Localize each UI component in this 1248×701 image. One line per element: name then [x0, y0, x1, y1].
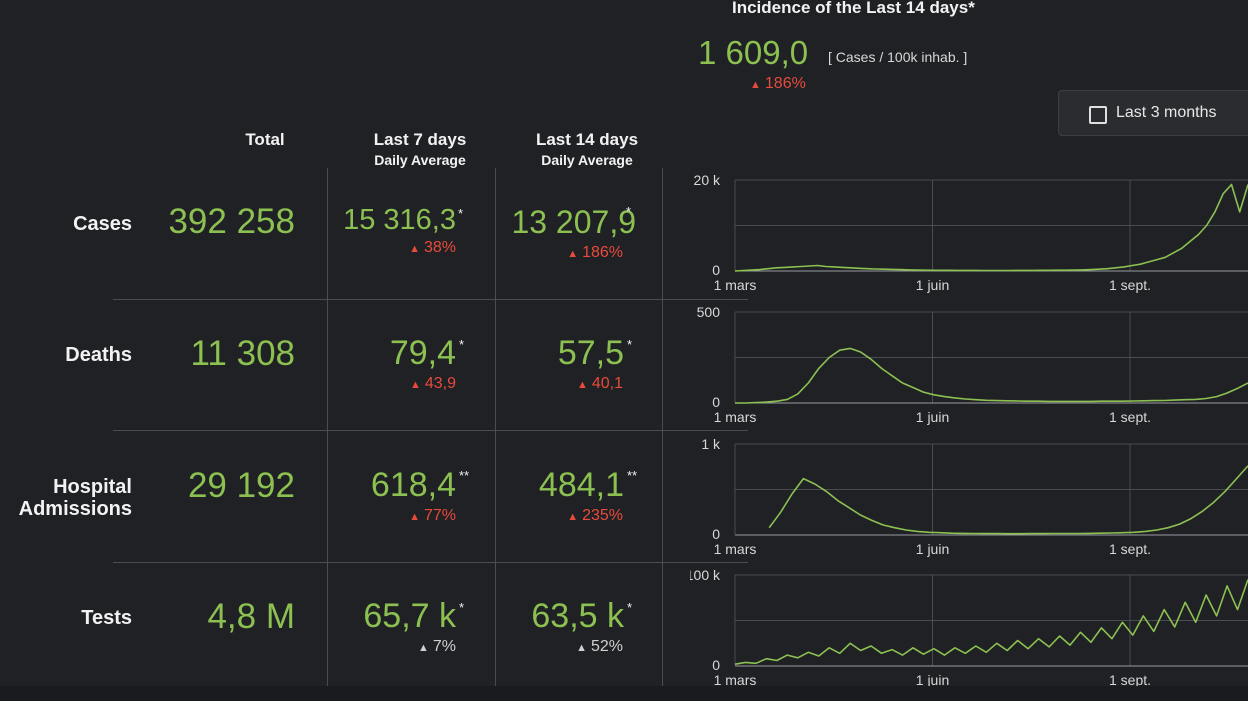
- tests-last7-change: ▲ 7%: [380, 638, 456, 656]
- series-line: [734, 183, 1248, 272]
- up-arrow-icon: ▲: [576, 642, 587, 654]
- cases-last7: 15 316,3: [343, 204, 456, 236]
- filter-label: Last 3 months: [1116, 104, 1217, 121]
- tests-last14-change: ▲ 52%: [546, 638, 623, 656]
- checkbox-icon[interactable]: [1089, 106, 1107, 124]
- hospital-chart: 1 mars 1 juin 1 sept. 0 1 k: [701, 436, 1248, 557]
- hospital-last14-mark: **: [627, 468, 638, 483]
- tests-total: 4,8 M: [207, 597, 295, 636]
- deaths-last14-change-value: 40,1: [591, 375, 623, 392]
- hospital-last14: 484,1: [538, 466, 624, 504]
- cases-total: 392 258: [168, 202, 295, 241]
- up-arrow-icon: ▲: [750, 79, 761, 91]
- incidence-value: 1 609,0: [698, 34, 809, 71]
- y-tick-label: 500: [697, 304, 721, 320]
- column-last14: Last 14 days: [535, 130, 639, 149]
- last-3-months-toggle[interactable]: Last 3 months: [1058, 90, 1248, 136]
- divider: [113, 562, 748, 563]
- row-label-hospital-admissions: Hospital Admissions: [18, 476, 132, 520]
- up-arrow-icon: ▲: [409, 379, 421, 391]
- row-label-deaths: Deaths: [65, 344, 132, 366]
- tests-last14: 63,5 k: [531, 597, 624, 635]
- column-last7: Last 7 days: [373, 130, 467, 149]
- series-line: [768, 465, 1248, 535]
- hospital-last7: 618,4: [370, 466, 456, 504]
- row-label-tests: Tests: [81, 607, 132, 629]
- y-tick-label: 0: [712, 394, 720, 410]
- up-arrow-icon: ▲: [567, 248, 579, 260]
- hospital-last7-change: ▲ 77%: [380, 507, 456, 525]
- divider: [495, 168, 496, 701]
- up-arrow-icon: ▲: [409, 243, 420, 255]
- x-tick-label: 1 sept.: [1109, 541, 1151, 557]
- cases-last14: 13 207,9: [511, 204, 636, 240]
- x-tick-label: 1 juin: [916, 541, 949, 557]
- hospital-total: 29 192: [187, 466, 295, 505]
- x-tick-label: 1 mars: [714, 409, 757, 425]
- y-tick-label: 0: [712, 657, 720, 673]
- divider: [113, 430, 748, 431]
- x-tick-label: 1 mars: [714, 277, 757, 293]
- x-tick-label: 1 juin: [916, 277, 949, 293]
- divider: [113, 299, 748, 300]
- y-tick-label: 1 k: [701, 436, 721, 452]
- column-total: Total: [245, 130, 285, 149]
- x-tick-label: 1 juin: [916, 409, 949, 425]
- cases-last7-mark: *: [458, 206, 464, 221]
- y-tick-label: 0: [712, 526, 720, 542]
- row-label-cases: Cases: [73, 213, 132, 235]
- deaths-last7-change: ▲ 43,9: [380, 375, 456, 393]
- x-tick-label: 1 sept.: [1109, 277, 1151, 293]
- x-tick-label: 1 juin: [916, 672, 949, 688]
- up-arrow-icon: ▲: [417, 642, 429, 654]
- y-tick-label: 20 k: [694, 172, 721, 188]
- x-tick-label: 1 mars: [714, 672, 757, 688]
- cases-last14-change-value: 186%: [582, 244, 623, 261]
- cases-last7-change: ▲ 38%: [380, 239, 456, 257]
- incidence-title: Incidence of the Last 14 days*: [732, 0, 975, 17]
- incidence-unit: [ Cases / 100k inhab. ]: [828, 49, 968, 65]
- tests-chart: 1 mars 1 juin 1 sept. 0 100 k: [690, 567, 1248, 688]
- deaths-last7: 79,4: [389, 334, 456, 372]
- up-arrow-icon: ▲: [567, 511, 579, 523]
- deaths-chart: 1 mars 1 juin 1 sept. 0 500: [697, 304, 1248, 425]
- deaths-last14-change: ▲ 40,1: [546, 375, 623, 393]
- x-tick-label: 1 sept.: [1109, 409, 1151, 425]
- deaths-last14: 57,5: [557, 334, 624, 372]
- divider: [327, 168, 328, 701]
- bottom-strip: [0, 686, 1248, 701]
- y-tick-label: 100 k: [690, 567, 721, 583]
- series-line: [734, 579, 1248, 665]
- tests-last14-mark: *: [627, 600, 633, 615]
- up-arrow-icon: ▲: [576, 379, 588, 391]
- x-tick-label: 1 mars: [714, 541, 757, 557]
- hospital-last7-change-value: 77%: [423, 507, 456, 524]
- column-last14-sub: Daily Average: [541, 152, 633, 168]
- up-arrow-icon: ▲: [409, 511, 420, 523]
- cases-last7-change-value: 38%: [423, 239, 456, 256]
- divider: [662, 168, 663, 701]
- deaths-last14-mark: *: [627, 337, 633, 352]
- y-tick-label: 0: [712, 262, 720, 278]
- cases-last14-mark: *: [626, 204, 632, 219]
- deaths-last7-mark: *: [459, 337, 465, 352]
- deaths-total: 11 308: [190, 334, 295, 373]
- incidence-change-value: 186%: [764, 75, 806, 92]
- hospital-last7-mark: **: [459, 468, 470, 483]
- series-line: [735, 347, 1248, 404]
- tests-last14-change-value: 52%: [590, 638, 623, 655]
- cases-chart: 1 mars 1 juin 1 sept. 0 20 k: [694, 172, 1248, 293]
- tests-last7-mark: *: [459, 600, 465, 615]
- incidence-change: ▲ 186%: [750, 75, 806, 93]
- deaths-last7-change-value: 43,9: [424, 375, 456, 392]
- x-tick-label: 1 sept.: [1109, 672, 1151, 688]
- hospital-last14-change-value: 235%: [582, 507, 623, 524]
- hospital-last14-change: ▲ 235%: [540, 507, 623, 525]
- tests-last7: 65,7 k: [363, 597, 456, 635]
- cases-last14-change: ▲ 186%: [540, 244, 623, 262]
- tests-last7-change-value: 7%: [432, 638, 456, 655]
- column-last7-sub: Daily Average: [374, 152, 466, 168]
